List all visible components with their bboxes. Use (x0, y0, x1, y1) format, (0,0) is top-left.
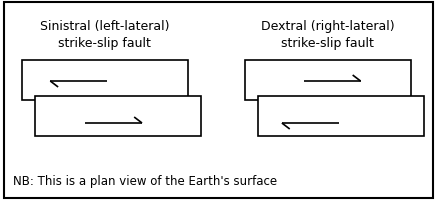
Text: Sinistral (left-lateral)
strike-slip fault: Sinistral (left-lateral) strike-slip fau… (40, 20, 170, 50)
Bar (245, 60, 411, 100)
Bar (258, 96, 424, 136)
Bar (22, 60, 188, 100)
Text: Dextral (right-lateral)
strike-slip fault: Dextral (right-lateral) strike-slip faul… (261, 20, 395, 50)
Bar (35, 96, 201, 136)
Text: NB: This is a plan view of the Earth's surface: NB: This is a plan view of the Earth's s… (13, 176, 277, 188)
